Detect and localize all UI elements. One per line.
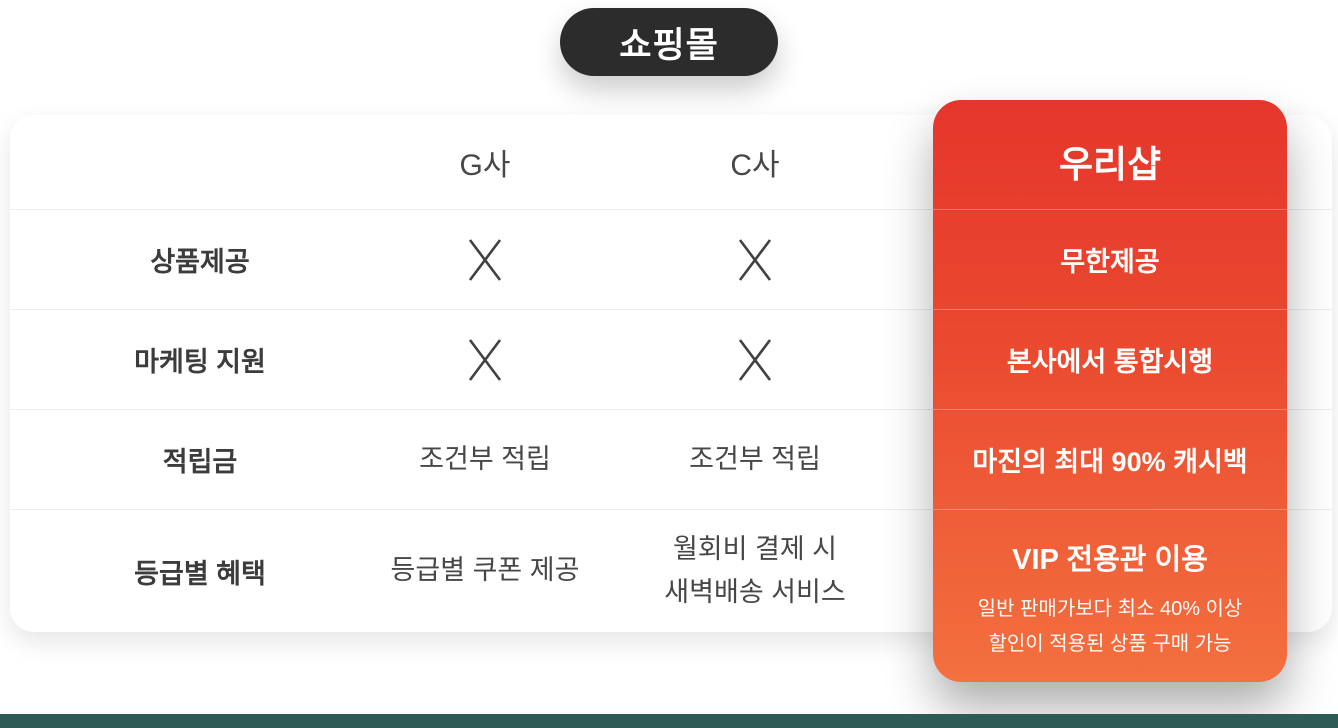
table-row-points: 적립금 조건부 적립 조건부 적립 [10,410,1332,510]
cell-value: 조건부 적립 [689,443,821,474]
header-spacer [10,115,390,209]
x-mark-icon [580,210,930,309]
x-mark-icon [390,210,580,309]
column-header-g: G사 [459,149,511,182]
column-header-c: C사 [730,149,780,182]
cell-value: 등급별 쿠폰 제공 [390,555,580,586]
section-badge: 쇼핑몰 [560,8,778,76]
section-badge-label: 쇼핑몰 [619,25,719,65]
vip-description: 일반 판매가보다 최소 40% 이상 할인이 적용된 상품 구매 가능 [977,598,1243,655]
ourshop-value-cashback: 마진의 최대 90% 캐시백 [933,410,1287,510]
cell-value: 조건부 적립 [419,443,551,474]
ourshop-highlight-card: 우리샵 무한제공 본사에서 통합시행 마진의 최대 90% 캐시백 VIP 전용… [933,100,1287,682]
vip-title: VIP 전용관 이용 [1012,544,1208,576]
x-mark-icon [580,310,930,409]
table-row-marketing: 마케팅 지원 [10,310,1332,410]
table-row-products: 상품제공 [10,210,1332,310]
row-label: 등급별 혜택 [134,558,266,589]
ourshop-value-vip: VIP 전용관 이용 일반 판매가보다 최소 40% 이상 할인이 적용된 상품… [933,510,1287,682]
row-label: 상품제공 [150,247,250,277]
ourshop-value-products: 무한제공 [933,210,1287,310]
x-mark-icon [390,310,580,409]
ourshop-value-marketing: 본사에서 통합시행 [933,310,1287,410]
row-label: 마케팅 지원 [134,347,266,377]
bottom-section-strip [0,714,1338,728]
table-row-grade-benefits: 등급별 혜택 등급별 쿠폰 제공 월회비 결제 시 새벽배송 서비스 [10,510,1332,632]
ourshop-title: 우리샵 [933,100,1287,210]
table-header-row: G사 C사 [10,115,1332,210]
cell-value: 월회비 결제 시 새벽배송 서비스 [664,533,846,607]
row-label: 적립금 [162,447,238,477]
